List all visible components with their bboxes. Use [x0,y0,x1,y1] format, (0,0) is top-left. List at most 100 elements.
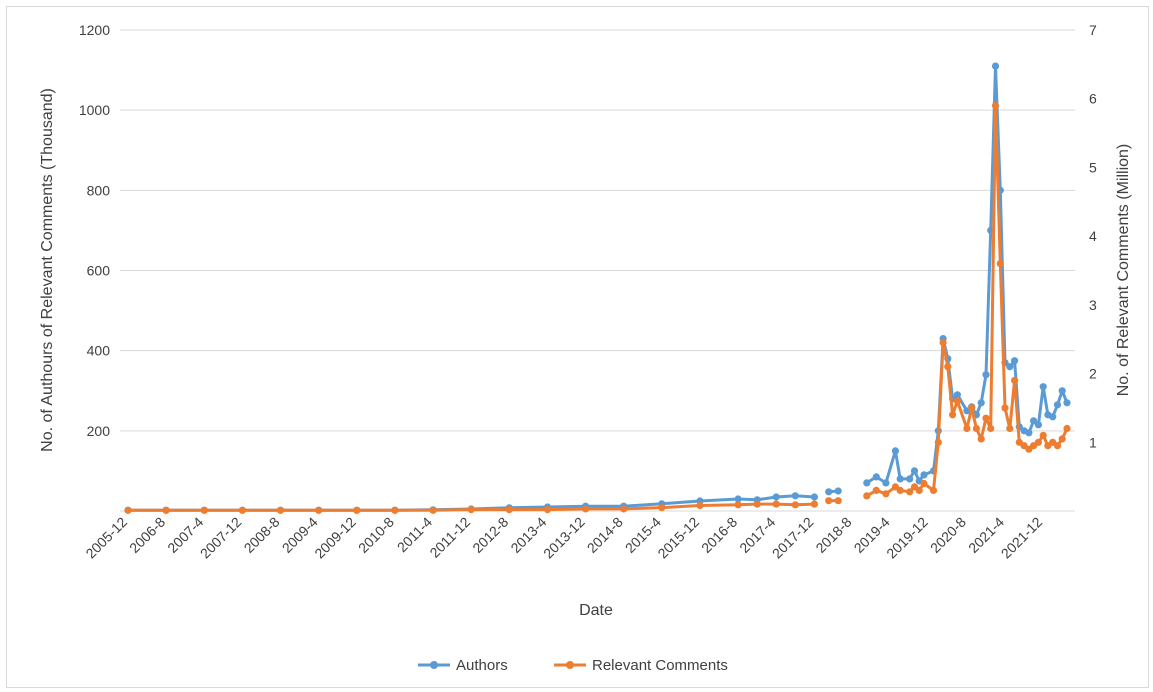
x-tick-label: 2019-12 [883,514,931,562]
right-y-axis-ticks: 1 2 3 4 5 6 7 [1089,22,1097,450]
x-tick-label: 2007-12 [197,514,245,562]
x-tick-label: 2011-12 [426,514,473,561]
data-point [939,339,947,347]
left-y-tick-label: 1200 [79,22,110,38]
data-point [772,500,780,508]
legend-authors-label: Authors [456,657,508,674]
data-point [543,506,552,514]
data-point [996,260,1004,268]
left-y-axis-title: No. of Authours of Relevant Comments (Th… [39,88,56,452]
data-point [982,371,990,379]
data-point [162,506,170,514]
x-tick-label: 2012-8 [469,514,511,556]
x-tick-label: 2017-12 [769,514,817,562]
data-point [915,486,923,494]
data-point [1001,404,1009,412]
right-y-tick-label: 2 [1089,366,1097,382]
x-axis-title: Date [579,602,613,619]
legend-comments-marker [566,661,574,669]
data-point [949,411,957,419]
data-point [987,424,995,433]
data-point [825,497,833,505]
x-tick-label: 2015-12 [654,514,702,562]
data-point [896,486,904,494]
data-point [696,501,704,510]
data-point [977,435,985,443]
x-tick-label: 2009-12 [311,514,359,562]
legend-comments-label: Relevant Comments [592,657,728,674]
data-point [991,102,1000,110]
right-y-tick-label: 6 [1089,91,1097,107]
data-point [810,500,819,508]
right-y-axis-title: No. of Relevant Comments (Million) [1115,144,1132,397]
data-point [882,479,890,487]
data-point [391,506,399,514]
left-y-tick-label: 200 [87,423,111,439]
data-point [963,424,971,433]
data-point [582,505,590,513]
data-point [1063,424,1071,433]
data-point [1011,376,1019,384]
data-point [953,397,962,405]
data-point [972,424,981,433]
data-point [200,506,208,514]
series-line [866,104,1069,498]
data-point [1025,429,1033,437]
data-point [882,490,890,498]
data-point [825,488,833,496]
data-point [906,475,914,483]
chart-frame [6,6,1149,688]
left-y-axis-ticks: 200 400 600 800 1000 1200 [79,22,110,439]
x-tick-label: 2013-12 [540,514,588,562]
data-point [934,438,942,446]
x-tick-label: 2014-8 [584,514,626,556]
data-point [953,391,962,399]
x-tick-label: 2018-8 [812,514,854,556]
data-point [906,488,914,496]
x-tick-label: 2020-8 [927,514,969,556]
data-point [429,506,437,514]
data-point [834,487,842,495]
data-point [810,493,819,501]
gridlines [120,29,1075,512]
data-point [276,506,285,514]
data-point [505,506,513,514]
data-point [920,471,928,479]
data-point [1039,383,1047,391]
series-layer [124,62,1071,514]
data-point [353,506,361,514]
right-y-tick-label: 3 [1089,297,1097,313]
left-y-tick-label: 800 [87,182,111,198]
data-point [1053,401,1062,409]
left-y-tick-label: 1000 [79,102,110,118]
data-point [863,479,871,487]
data-point [891,447,900,455]
data-point [124,506,132,514]
right-y-tick-label: 1 [1089,434,1097,450]
series-relevant-comments [124,102,1071,514]
data-point [1049,413,1057,421]
data-point [944,363,952,371]
data-point [238,506,246,514]
x-tick-label: 2005-12 [82,514,130,562]
data-point [1011,357,1019,365]
legend-item-relevant-comments: Relevant Comments [554,657,728,674]
legend: Authors Relevant Comments [418,657,728,674]
x-axis-ticks: 2005-122006-82007-42007-122008-82009-420… [82,514,1045,562]
x-tick-label: 2010-8 [355,514,397,556]
data-point [929,486,938,494]
legend-item-authors: Authors [418,657,508,674]
x-tick-label: 2021-12 [998,514,1046,562]
data-point [1030,417,1038,425]
data-point [982,414,990,422]
data-point [991,62,1000,70]
data-point [896,475,904,483]
left-y-tick-label: 600 [87,263,111,279]
data-point [968,404,976,412]
data-point [1034,438,1042,446]
data-point [734,495,742,503]
right-y-tick-label: 4 [1089,228,1097,244]
left-y-tick-label: 400 [87,343,111,359]
data-point [910,467,919,475]
